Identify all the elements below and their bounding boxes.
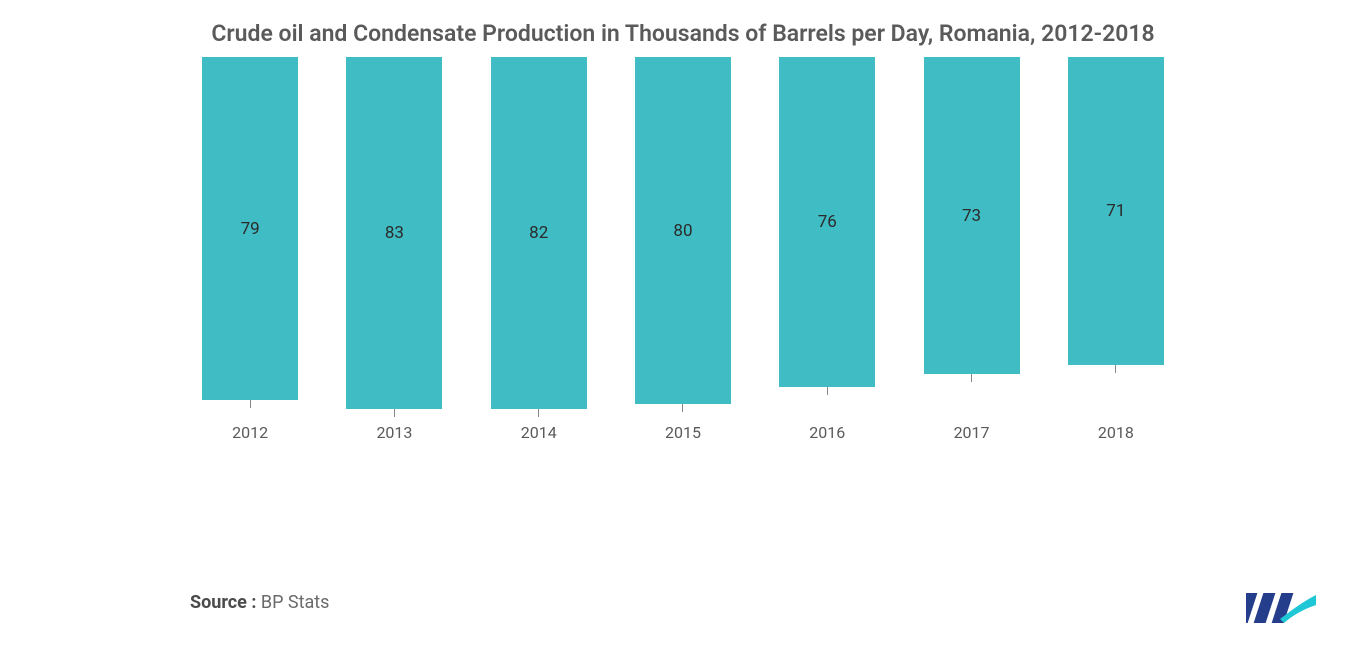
bar-value-label: 76 (818, 212, 837, 232)
x-axis-label: 2016 (755, 423, 899, 442)
x-axis-label: 2013 (322, 423, 466, 442)
bar-slot: 80 (611, 57, 755, 417)
bars-row: 79 83 82 80 76 73 71 (178, 57, 1188, 417)
bar: 71 (1068, 57, 1164, 365)
bar: 73 (924, 57, 1020, 374)
x-axis-label: 2012 (178, 423, 322, 442)
source-label: Source : (190, 592, 256, 613)
x-tick (538, 409, 539, 417)
bar: 82 (491, 57, 587, 409)
bar-value-label: 83 (385, 223, 404, 243)
bar-slot: 73 (899, 57, 1043, 417)
bar-value-label: 79 (241, 219, 260, 239)
bar: 79 (202, 57, 298, 400)
bar-slot: 82 (467, 57, 611, 417)
source-citation: Source : BP Stats (190, 592, 329, 613)
x-tick (1115, 365, 1116, 373)
x-tick (827, 387, 828, 395)
x-axis-label: 2015 (611, 423, 755, 442)
bar: 83 (346, 57, 442, 409)
chart-area: 79 83 82 80 76 73 71 2012201320142015201620172… (178, 57, 1188, 457)
x-axis-label: 2018 (1044, 423, 1188, 442)
source-value: BP Stats (256, 592, 329, 613)
bar-slot: 76 (755, 57, 899, 417)
bar-value-label: 73 (962, 206, 981, 226)
bar-slot: 79 (178, 57, 322, 417)
bar-slot: 83 (322, 57, 466, 417)
bar: 76 (779, 57, 875, 387)
chart-title: Crude oil and Condensate Production in T… (0, 0, 1366, 57)
x-tick (682, 404, 683, 412)
x-tick (971, 374, 972, 382)
x-axis-labels: 2012201320142015201620172018 (178, 423, 1188, 442)
bar-value-label: 80 (673, 221, 692, 241)
x-axis-label: 2017 (899, 423, 1043, 442)
bar-value-label: 82 (529, 223, 548, 243)
bar: 80 (635, 57, 731, 404)
x-tick (250, 400, 251, 408)
bar-slot: 71 (1044, 57, 1188, 417)
mordor-intelligence-logo-icon (1246, 585, 1316, 627)
x-axis-label: 2014 (467, 423, 611, 442)
x-tick (394, 409, 395, 417)
bar-value-label: 71 (1106, 201, 1125, 221)
